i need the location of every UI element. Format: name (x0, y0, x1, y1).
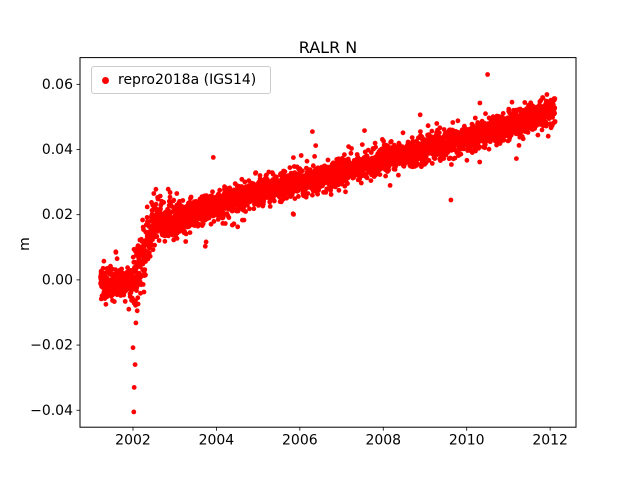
svg-text:0.04: 0.04 (42, 142, 73, 158)
svg-text:−0.04: −0.04 (30, 403, 73, 419)
svg-text:2012: 2012 (532, 433, 568, 449)
svg-text:2010: 2010 (449, 433, 485, 449)
svg-text:−0.02: −0.02 (30, 338, 73, 354)
svg-text:2006: 2006 (282, 433, 318, 449)
chart-title: RALR N (298, 38, 358, 57)
scatter-points (98, 72, 558, 415)
legend-marker-dot (102, 76, 109, 84)
legend: repro2018a (IGS14) (91, 66, 272, 94)
legend-label: repro2018a (IGS14) (118, 72, 257, 88)
tick-marks (76, 83, 551, 431)
svg-text:2008: 2008 (365, 433, 401, 449)
y-axis-label: m (16, 237, 33, 251)
tick-labels: 2002 2004 2006 2008 2010 2012 −0.04 −0.02 0.00 0.… (30, 77, 568, 449)
svg-text:2004: 2004 (199, 433, 235, 449)
svg-text:0.06: 0.06 (42, 77, 73, 93)
svg-text:0.02: 0.02 (42, 207, 73, 223)
svg-text:2002: 2002 (115, 433, 151, 449)
axes-spines (79, 57, 577, 428)
svg-text:0.00: 0.00 (42, 272, 73, 288)
